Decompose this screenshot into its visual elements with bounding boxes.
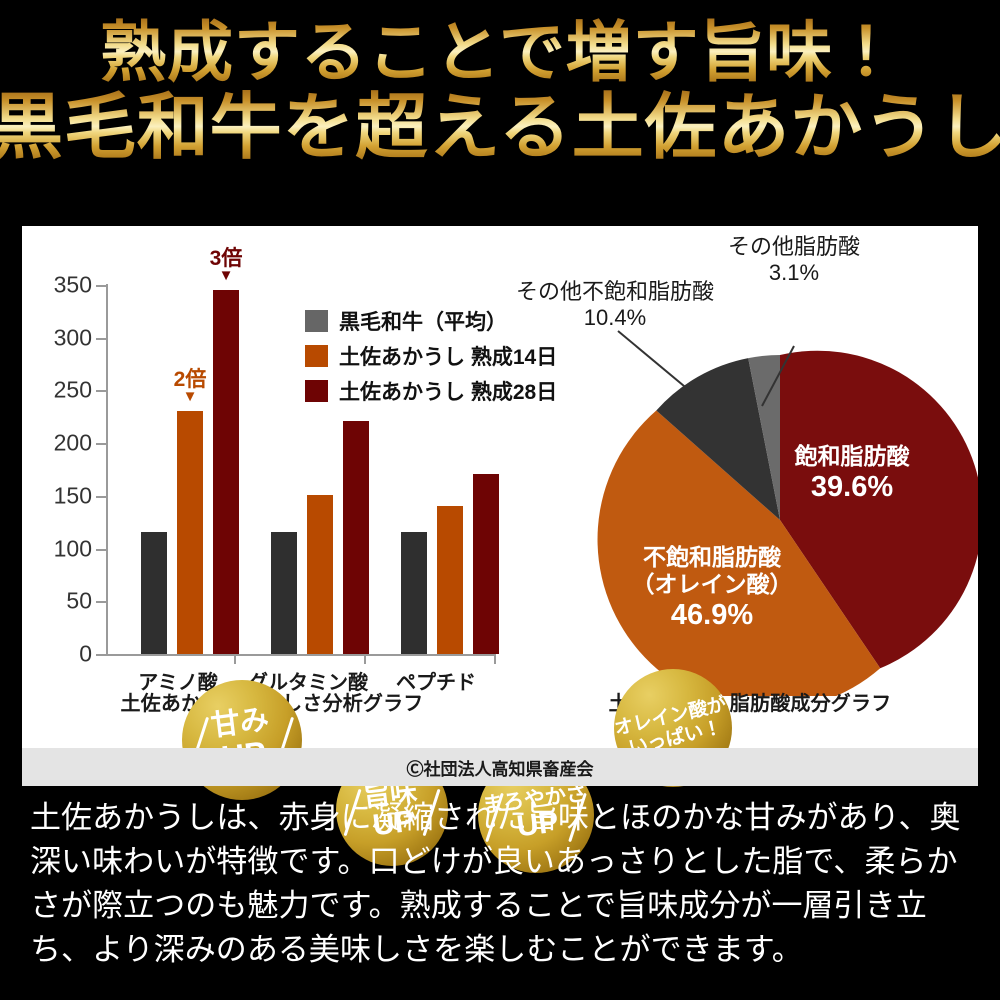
- x-label-glutamic: グルタミン酸: [248, 672, 368, 694]
- y-tick-label-0: 0: [79, 640, 92, 667]
- legend-label-aged14: 土佐あかうし 熟成14日: [339, 346, 558, 369]
- pie-chart-plot-area: 飽和脂肪酸 39.6% 不飽和脂肪酸 （オレイン酸） 46.9% その他不飽和脂…: [516, 226, 978, 696]
- y-tick-label-200: 200: [53, 429, 92, 456]
- annotation-2x-label: 2倍: [173, 368, 207, 391]
- y-tick-200: [96, 443, 106, 445]
- bar-peptide-kuroge: [401, 532, 427, 654]
- legend-swatch-kuroge: [305, 310, 328, 332]
- pie-callout-other-unsaturated-name: その他不飽和脂肪酸: [515, 279, 715, 304]
- legend-item-aged14: 土佐あかうし 熟成14日: [305, 341, 557, 371]
- pie-callout-other-fatty-acid: その他脂肪酸 3.1%: [728, 234, 860, 287]
- pie-label-saturated-value: 39.6%: [810, 471, 894, 504]
- bar-amino-aged14: [177, 411, 203, 654]
- pie-slice-other-unsaturated: [656, 358, 780, 520]
- pie-slice-unsaturated-oleic: [597, 410, 881, 696]
- x-separator-1: [234, 654, 236, 664]
- bar-amino-aged28: [213, 290, 239, 654]
- page-title-line-2: 黒毛和牛を超える土佐あかうし: [0, 90, 1000, 167]
- legend-item-kuroge: 黒毛和牛（平均）: [305, 306, 557, 336]
- bar-glutamic-aged28: [343, 421, 369, 654]
- callout-line-other-unsaturated: [617, 330, 691, 392]
- y-tick-300: [96, 338, 106, 340]
- pie-callout-other-fatty-acid-name: その他脂肪酸: [727, 234, 861, 259]
- y-tick-label-250: 250: [53, 376, 92, 403]
- y-tick-250: [96, 390, 106, 392]
- bar-amino-kuroge: [141, 532, 167, 654]
- bar-glutamic-aged14: [307, 495, 333, 654]
- pie-slice-saturated: [780, 350, 978, 669]
- pie-callout-other-unsaturated: その他不飽和脂肪酸 10.4%: [516, 279, 714, 332]
- y-tick-350: [96, 285, 106, 287]
- x-label-peptide: ペプチド: [396, 672, 476, 694]
- pie-label-saturated: 飽和脂肪酸 39.6%: [795, 443, 910, 504]
- pie-chart: 飽和脂肪酸 39.6% 不飽和脂肪酸 （オレイン酸） 46.9% その他不飽和脂…: [516, 226, 978, 750]
- page-title-line-1: 熟成することで増す旨味！: [100, 15, 900, 89]
- annotation-3x: 3倍 ▼: [210, 248, 243, 283]
- annotation-2x-arrow: ▼: [182, 388, 198, 405]
- pie-label-unsaturated-value: 46.9%: [670, 599, 754, 632]
- x-label-amino: アミノ酸: [138, 672, 218, 694]
- callout-line-other-fatty-acid: [761, 345, 795, 407]
- description-paragraph: 土佐あかうしは、赤身に凝縮された旨味とほのかな甘みがあり、奥深い味わいが特徴です…: [30, 800, 961, 968]
- y-tick-label-350: 350: [53, 271, 92, 298]
- y-axis-line: [106, 284, 108, 656]
- y-tick-50: [96, 601, 106, 603]
- bar-peptide-aged14: [437, 506, 463, 654]
- legend-swatch-aged28: [305, 380, 328, 402]
- legend-swatch-aged14: [305, 345, 328, 367]
- pie-label-unsaturated-name-2: （オレイン酸）: [631, 571, 793, 598]
- headline-block: 熟成することで増す旨味！ 黒毛和牛を超える土佐あかうし: [0, 0, 1000, 210]
- y-tick-0: [96, 654, 106, 656]
- legend-label-kuroge: 黒毛和牛（平均）: [339, 311, 507, 334]
- y-tick-label-300: 300: [53, 324, 92, 351]
- pie-callout-other-unsaturated-value: 10.4%: [583, 305, 647, 331]
- bar-glutamic-kuroge: [271, 532, 297, 654]
- y-tick-150: [96, 496, 106, 498]
- charts-panel: 0 50 100 150 200 250 300 350: [22, 226, 978, 873]
- pie-chart-caption: 土佐あかうし脂肪酸成分グラフ: [608, 693, 892, 715]
- copyright-strip: Ⓒ社団法人高知県畜産会: [22, 748, 978, 786]
- pie-svg: [597, 330, 978, 696]
- annotation-3x-arrow: ▼: [218, 267, 234, 284]
- pie-label-unsaturated-name-1: 不飽和脂肪酸: [643, 544, 781, 570]
- annotation-3x-label: 3倍: [209, 247, 243, 270]
- bar-chart-plot-area: 0 50 100 150 200 250 300 350: [54, 248, 499, 694]
- pie-label-unsaturated: 不飽和脂肪酸 （オレイン酸） 46.9%: [632, 544, 793, 632]
- pie-callout-other-fatty-acid-value: 3.1%: [768, 260, 820, 286]
- y-tick-label-150: 150: [53, 482, 92, 509]
- annotation-2x: 2倍 ▼: [174, 369, 207, 404]
- pie-slice-other-fatty-acid: [748, 355, 780, 520]
- y-tick-label-50: 50: [66, 587, 92, 614]
- y-tick-label-100: 100: [53, 535, 92, 562]
- x-axis-line: [106, 654, 496, 656]
- bar-peptide-aged28: [473, 474, 499, 654]
- copyright-text: Ⓒ社団法人高知県畜産会: [406, 759, 594, 779]
- x-separator-3: [494, 654, 496, 664]
- bar-chart-legend: 黒毛和牛（平均） 土佐あかうし 熟成14日 土佐あかうし 熟成28日: [305, 306, 557, 411]
- x-separator-2: [364, 654, 366, 664]
- bar-chart: 0 50 100 150 200 250 300 350: [22, 226, 558, 750]
- y-tick-100: [96, 549, 106, 551]
- pie-label-saturated-name: 飽和脂肪酸: [794, 443, 910, 469]
- legend-item-aged28: 土佐あかうし 熟成28日: [305, 376, 557, 406]
- legend-label-aged28: 土佐あかうし 熟成28日: [339, 381, 558, 404]
